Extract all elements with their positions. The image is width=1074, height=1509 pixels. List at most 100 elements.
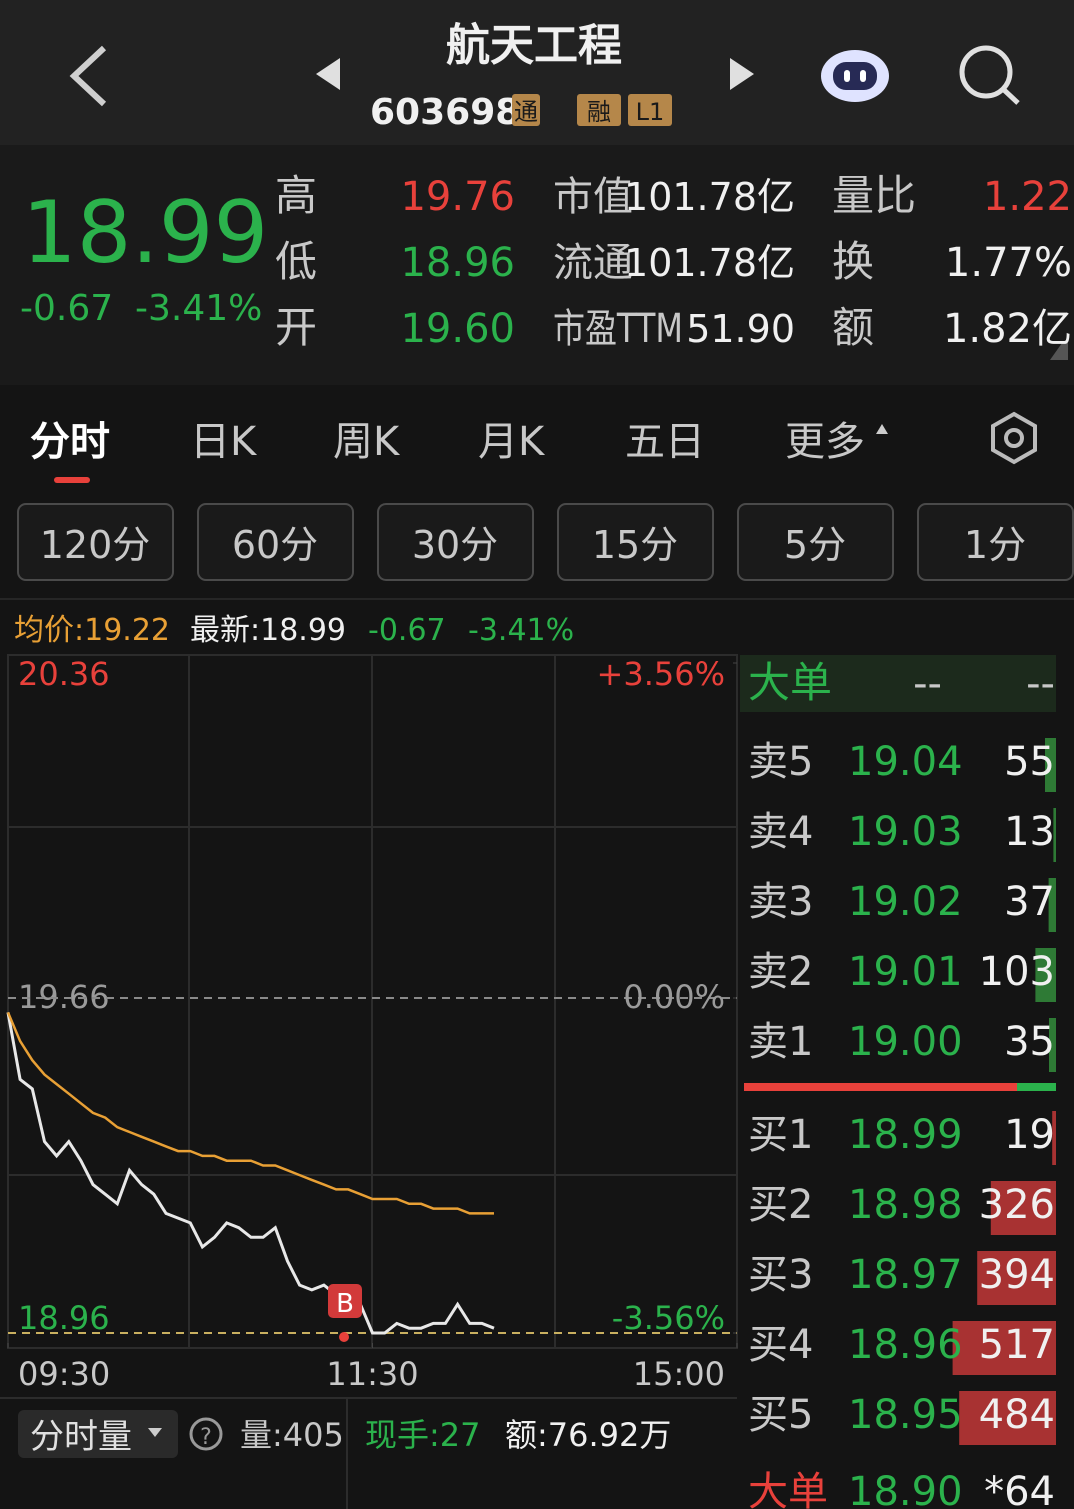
back-button[interactable]	[69, 45, 107, 107]
volume-bar	[952, 1321, 1056, 1375]
book-label: 卖1	[748, 1019, 813, 1065]
tab[interactable]: 更多	[785, 419, 865, 465]
period-button[interactable]	[557, 503, 714, 581]
stock-title: 航天工程	[446, 20, 622, 71]
metric-value: 101.78亿	[624, 175, 795, 219]
period-button[interactable]	[17, 503, 174, 581]
period-label: 120分	[40, 523, 151, 567]
big-order-band	[740, 655, 1056, 712]
latest-price: 最新:18.99	[190, 613, 346, 648]
search-handle	[1001, 87, 1020, 105]
volume-selector-label: 分时量	[30, 1417, 132, 1457]
tab[interactable]: 周K	[333, 419, 401, 465]
last-price: 18.99	[22, 183, 268, 283]
book-price: 18.95	[848, 1392, 963, 1438]
metric-label: 流通	[553, 240, 633, 286]
book-label: 买3	[748, 1252, 813, 1298]
book-price: 18.90	[848, 1469, 963, 1509]
book-volume: 517	[979, 1322, 1055, 1368]
period-button[interactable]	[737, 503, 894, 581]
search-circle	[959, 45, 1013, 99]
y-tick-label: 18.96	[18, 1299, 110, 1337]
tab[interactable]: 月K	[478, 419, 546, 465]
series-line	[6, 1011, 494, 1215]
quote-panel	[0, 145, 1074, 385]
volume-bar	[990, 1181, 1056, 1235]
period-button[interactable]	[197, 503, 354, 581]
stock-tag	[577, 94, 621, 126]
more-arrow	[876, 424, 888, 434]
metric-label: 市值	[553, 174, 633, 220]
trade-marker-dot	[339, 1332, 349, 1342]
trade-marker-text: B	[336, 1289, 354, 1319]
trade-marker	[328, 1284, 362, 1318]
period-label: 15分	[592, 523, 678, 567]
series-line	[6, 1012, 495, 1335]
metric-label: 市盈TTM	[553, 306, 683, 352]
volume-bar	[959, 1391, 1056, 1445]
book-volume: 103	[979, 949, 1055, 995]
period-label: 60分	[232, 523, 318, 567]
ratio-label: 换	[832, 237, 874, 286]
stock-code: 603698	[370, 92, 520, 133]
volume-bar	[1052, 1111, 1056, 1165]
volume-bar	[1035, 948, 1056, 1002]
stat-value: 19.76	[400, 174, 515, 220]
period-label: 1分	[964, 523, 1026, 567]
book-price: 18.96	[848, 1322, 963, 1368]
stat-value: 18.96	[400, 240, 515, 286]
settings-button[interactable]	[991, 411, 1037, 465]
book-label: 卖3	[748, 879, 813, 925]
x-tick-label: 09:30	[18, 1355, 110, 1393]
book-label: 买1	[748, 1112, 813, 1158]
book-volume: 55	[1004, 739, 1055, 785]
period-button[interactable]	[917, 503, 1074, 581]
robot-eye	[860, 70, 866, 82]
book-label: 卖2	[748, 949, 813, 995]
book-label: 买4	[748, 1322, 813, 1368]
book-volume: 13	[1004, 809, 1055, 855]
volume-bar	[1053, 808, 1056, 862]
volume-selector[interactable]	[18, 1410, 178, 1458]
period-button[interactable]	[377, 503, 534, 581]
ratio-value: 1.22	[983, 174, 1072, 220]
help-icon[interactable]	[189, 1417, 223, 1451]
stock-tag-text: 通	[514, 98, 538, 126]
book-volume: 19	[1004, 1112, 1055, 1158]
stat-label: 高	[275, 171, 317, 220]
stat-label: 低	[275, 237, 317, 286]
search-button[interactable]	[959, 45, 1020, 105]
assistant-icon[interactable]	[821, 50, 889, 102]
avg-price: 均价:19.22	[14, 613, 170, 648]
metric-value: 51.90	[686, 307, 795, 351]
prev-stock[interactable]	[316, 58, 340, 90]
book-label: 大单	[748, 1469, 828, 1509]
active-tab-underline	[54, 477, 90, 483]
book-volume: 394	[979, 1252, 1055, 1298]
book-price: 18.99	[848, 1112, 963, 1158]
info-change-pct: -3.41%	[468, 613, 574, 648]
book-volume: 484	[979, 1392, 1055, 1438]
y-tick-label: 20.36	[18, 655, 110, 693]
book-price: 19.04	[848, 739, 963, 785]
book-label: 买2	[748, 1182, 813, 1228]
robot-eye	[844, 70, 850, 82]
book-price: 19.00	[848, 1019, 963, 1065]
tab[interactable]: 日K	[190, 419, 258, 465]
book-volume: 37	[1004, 879, 1055, 925]
tab[interactable]: 五日	[625, 419, 705, 465]
y2-tick-label: 0.00%	[623, 978, 725, 1016]
stock-tag-text: L1	[636, 98, 665, 126]
book-header: --	[913, 661, 942, 707]
tab[interactable]: 分时	[30, 419, 110, 465]
next-stock[interactable]	[730, 58, 754, 90]
y2-tick-label: +3.56%	[597, 655, 725, 693]
book-price: 18.98	[848, 1182, 963, 1228]
ratio-value: 1.77%	[945, 240, 1072, 286]
price-change-pct: -3.41%	[135, 288, 262, 329]
book-price: 19.02	[848, 879, 963, 925]
book-volume: *64	[984, 1469, 1055, 1509]
book-label: 买5	[748, 1392, 813, 1438]
volume-current: 现手:27	[365, 1416, 481, 1454]
